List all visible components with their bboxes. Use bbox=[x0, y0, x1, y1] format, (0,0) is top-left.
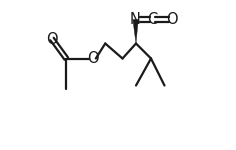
Text: O: O bbox=[166, 12, 178, 27]
Text: C: C bbox=[147, 12, 158, 27]
Polygon shape bbox=[133, 20, 138, 44]
Text: O: O bbox=[46, 32, 58, 46]
Text: O: O bbox=[87, 51, 98, 66]
Text: N: N bbox=[130, 12, 141, 27]
